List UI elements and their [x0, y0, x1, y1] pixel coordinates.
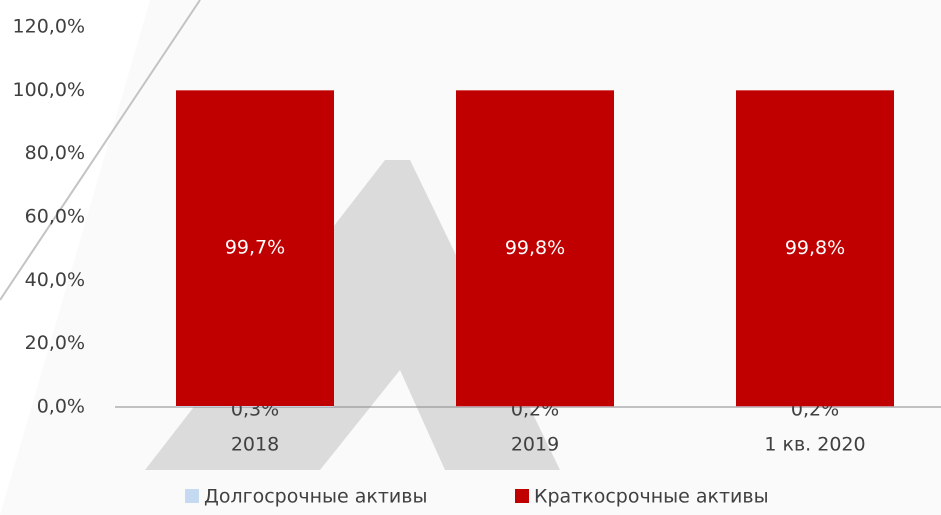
data-label: 99,8% [505, 237, 565, 259]
bar-segment [456, 90, 614, 407]
y-tick-label: 100,0% [13, 79, 85, 101]
x-tick-label: 2019 [511, 434, 559, 456]
bar-segment [456, 406, 614, 407]
y-tick-label: 20,0% [25, 332, 85, 354]
legend-swatch [185, 489, 199, 503]
y-tick-label: 60,0% [25, 206, 85, 228]
bar-segment [736, 90, 894, 407]
y-tick-label: 80,0% [25, 142, 85, 164]
y-tick-label: 0,0% [37, 396, 85, 418]
bar-segment [176, 90, 334, 407]
legend-swatch [515, 489, 529, 503]
legend-label: Долгосрочные активы [204, 486, 427, 508]
bar-segment [736, 406, 894, 407]
legend-label: Краткосрочные активы [534, 486, 769, 508]
y-tick-label: 40,0% [25, 269, 85, 291]
data-label: 99,7% [225, 237, 285, 259]
bar-segment [176, 406, 334, 407]
x-tick-label: 2018 [231, 434, 279, 456]
y-tick-label: 120,0% [13, 16, 85, 38]
x-tick-label: 1 кв. 2020 [764, 434, 865, 456]
data-label: 99,8% [785, 237, 845, 259]
